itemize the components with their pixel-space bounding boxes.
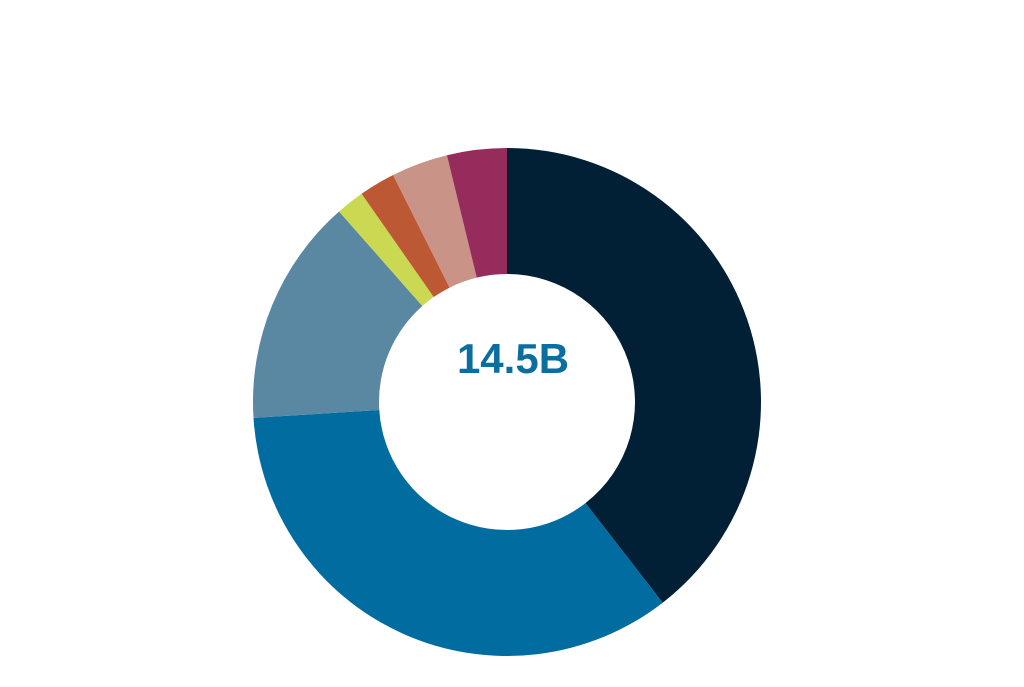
donut-slice-7[interactable] xyxy=(446,148,507,278)
donut-slice-6[interactable] xyxy=(393,155,477,288)
donut-slice-2[interactable] xyxy=(253,410,663,657)
donut-slice-5[interactable] xyxy=(361,174,450,298)
donut-slices xyxy=(253,148,762,657)
donut-slice-1[interactable] xyxy=(507,148,762,603)
donut-center-label: 14.5B xyxy=(457,335,569,382)
donut-slice-4[interactable] xyxy=(339,193,434,306)
donut-slice-3[interactable] xyxy=(253,211,423,418)
